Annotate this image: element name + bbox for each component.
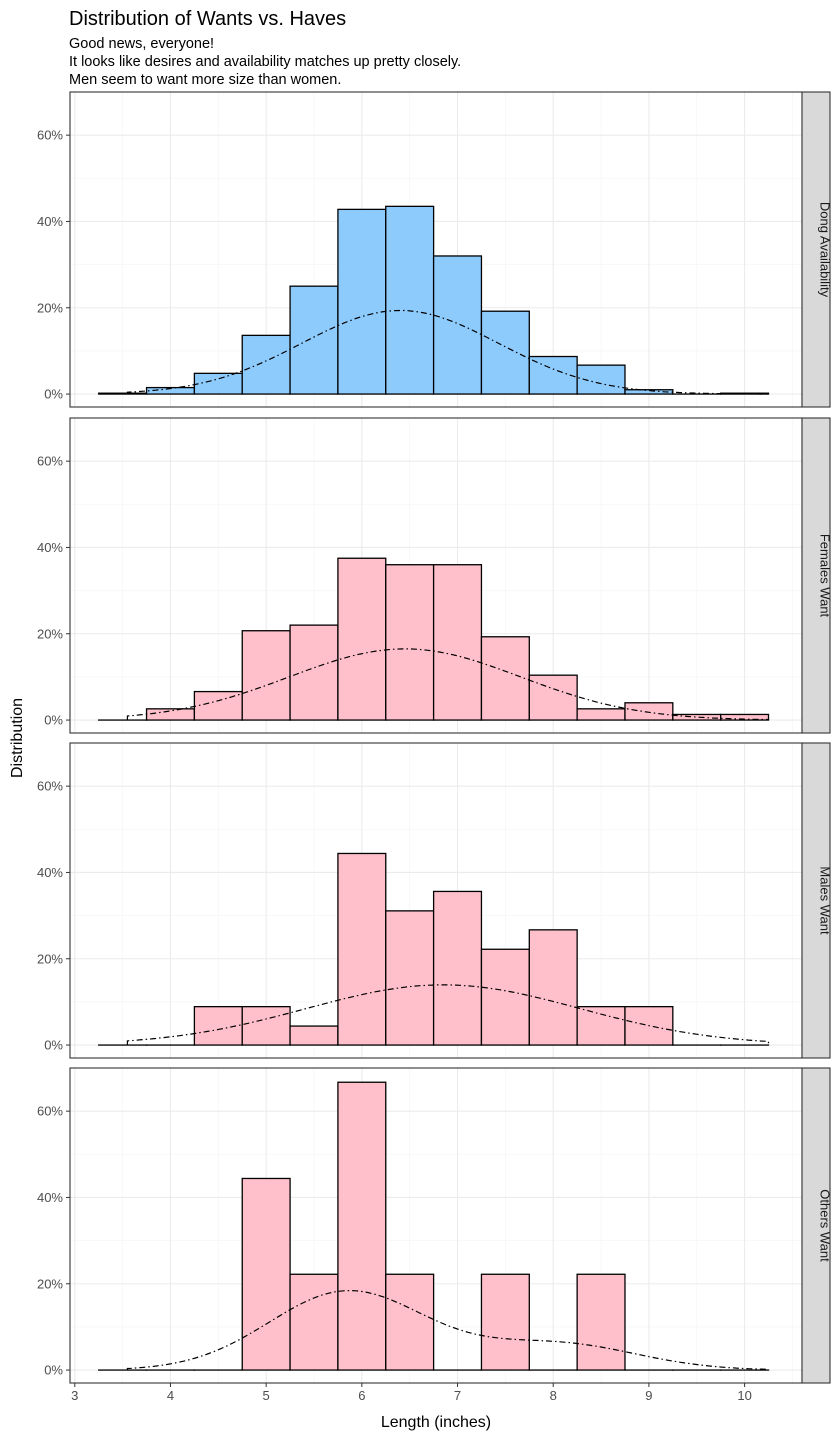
histogram-bar [480, 948, 530, 1046]
y-tick-label: 20% [37, 300, 63, 315]
x-tick-label: 5 [263, 1388, 270, 1403]
facet-strip [801, 417, 831, 734]
histogram-bar [528, 929, 578, 1046]
y-tick-label: 0% [44, 1038, 63, 1053]
histogram-bar [337, 208, 387, 395]
facet-strip-label: Males Want [818, 866, 833, 935]
x-tick-label: 6 [358, 1388, 365, 1403]
histogram-bar [385, 205, 435, 395]
histogram-bar [432, 564, 483, 721]
density-curve [126, 984, 770, 1046]
y-tick-label: 40% [37, 865, 63, 880]
y-tick-label: 40% [37, 1190, 63, 1205]
y-axis-title: Distribution [9, 698, 26, 778]
histogram-bar [98, 392, 148, 395]
histogram-bar [385, 910, 435, 1046]
histogram-bar [576, 1006, 626, 1046]
y-tick-label: 0% [44, 1363, 63, 1378]
histogram-bar [241, 334, 291, 395]
histogram-bar [385, 1273, 435, 1371]
x-axis-title: Length (inches) [381, 1414, 491, 1431]
histogram-bar [241, 630, 291, 721]
panel-background [70, 1068, 802, 1383]
density-curve [126, 648, 770, 721]
facet-panel: Others Want 0% 20% 40% 60% [37, 1067, 833, 1384]
histogram-bar [241, 1177, 291, 1371]
x-tick-label: 4 [167, 1388, 174, 1403]
y-tick-label: 60% [37, 779, 63, 794]
facet-strip [801, 742, 831, 1059]
density-curve [126, 1290, 770, 1371]
histogram-bar [720, 713, 770, 721]
histogram-bar [576, 1273, 626, 1371]
histogram-bar [289, 1273, 339, 1371]
y-tick-label: 20% [37, 626, 63, 641]
chart-subtitle-line-3: Men seem to want more size than women. [69, 72, 341, 88]
histogram-bar [145, 708, 196, 721]
y-tick-label: 20% [37, 951, 63, 966]
histogram-bar [624, 702, 674, 721]
x-tick-label: 3 [71, 1388, 78, 1403]
histogram-bar [193, 372, 243, 395]
y-tick-label: 60% [37, 454, 63, 469]
histogram-bar [480, 636, 530, 721]
facet-strip [801, 1067, 831, 1384]
density-curve [126, 309, 770, 395]
histogram-bar [432, 255, 483, 395]
histogram-bar [241, 1006, 291, 1046]
histogram-bar [289, 1025, 339, 1046]
x-tick-label: 7 [454, 1388, 461, 1403]
histogram-bar [337, 1081, 387, 1371]
histogram-bar [193, 1006, 243, 1046]
y-tick-label: 60% [37, 1104, 63, 1119]
x-tick-label: 8 [550, 1388, 557, 1403]
y-tick-label: 0% [44, 387, 63, 402]
histogram-bar [337, 557, 387, 721]
chart-title: Distribution of Wants vs. Haves [69, 8, 346, 30]
histogram-bar [480, 310, 530, 395]
facet-panel: Dong Availability 0% 20% 40% 60% [37, 91, 833, 408]
facet-strip-label: Females Want [818, 534, 833, 618]
facet-strip-label: Dong Availability [818, 202, 833, 298]
y-tick-label: 20% [37, 1276, 63, 1291]
histogram-bar [432, 890, 483, 1046]
histogram-bar [528, 674, 578, 721]
histogram-bar [576, 708, 626, 721]
chart-subtitle-line-1: Good news, everyone! [69, 36, 214, 52]
x-tick-label: 9 [645, 1388, 652, 1403]
chart-subtitle-line-2: It looks like desires and availability m… [69, 54, 461, 70]
facet-panel: Males Want 0% 20% 40% 60% [37, 742, 833, 1059]
histogram-bar [672, 713, 722, 721]
histogram-bar [289, 624, 339, 721]
histogram-bar [289, 285, 339, 395]
y-tick-label: 40% [37, 214, 63, 229]
facet-panel: Females Want 0% 20% 40% 60% [37, 417, 833, 734]
y-tick-label: 0% [44, 713, 63, 728]
facet-strip [801, 91, 831, 408]
y-tick-label: 60% [37, 128, 63, 143]
x-tick-label: 10 [737, 1388, 751, 1403]
facet-strip-label: Others Want [818, 1189, 833, 1262]
y-tick-label: 40% [37, 540, 63, 555]
histogram-bar [480, 1273, 530, 1371]
histogram-bar [385, 564, 435, 721]
x-axis: 3 4 5 6 7 8 9 10 [71, 1383, 752, 1403]
histogram-bar [337, 852, 387, 1046]
